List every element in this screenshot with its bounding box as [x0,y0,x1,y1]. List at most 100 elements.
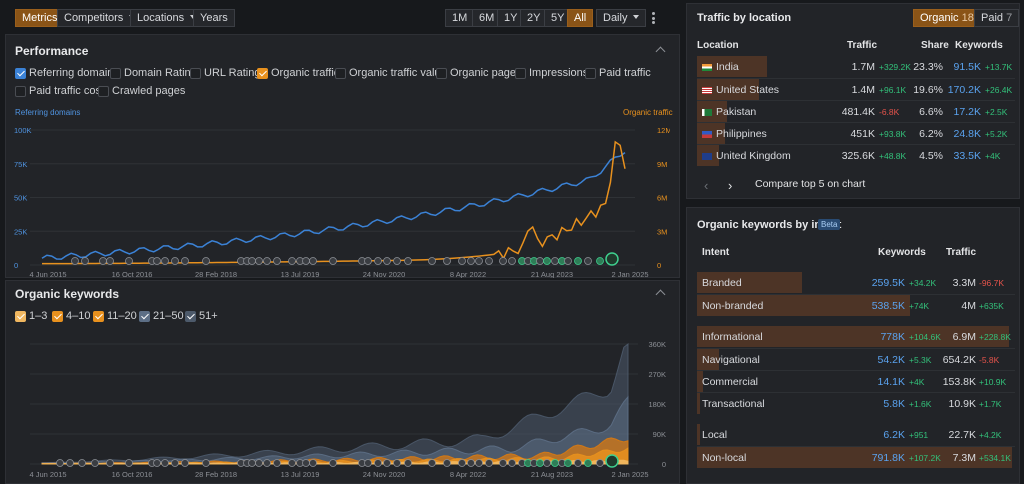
location-row[interactable]: United States 1.4M +96.1K 19.6% 170.2K +26.4K [697,78,1015,100]
checkbox-organic-traffic[interactable] [257,68,268,79]
share-value: 6.2% [919,128,943,140]
tab-locations[interactable]: Locations [130,9,204,27]
x-tick-label: 16 Oct 2016 [112,470,153,479]
tab-metrics[interactable]: Metrics [15,9,65,27]
position-checkbox-1[interactable] [15,311,26,322]
position-checkbox-2[interactable] [52,311,63,322]
checkbox-paid-traffic[interactable] [585,68,596,79]
intent-name: Informational [702,331,763,343]
checkbox-organic-pages[interactable] [436,68,447,79]
country-name: Philippines [716,128,767,140]
compare-top5-link[interactable]: Compare top 5 on chart [755,178,866,190]
traffic-delta: +96.1K [879,85,907,95]
intent-keywords[interactable]: 259.5K [871,277,905,289]
intent-keywords[interactable]: 538.5K [871,300,905,312]
location-row[interactable]: Philippines 451K +93.8K 6.2% 24.8K +5.2K [697,122,1015,144]
annotation-marker [508,459,516,467]
position-checkbox-4[interactable] [139,311,150,322]
intent-row[interactable]: Informational 778K +104.6K 6.9M +228.8K [697,326,1015,348]
annotation-marker [255,257,263,265]
location-row[interactable]: United Kingdom 325.6K +48.8K 4.5% 33.5K +4K [697,144,1015,166]
right-tick-label: 360K [648,340,666,349]
checkbox-label: Domain Rating [124,67,197,79]
keywords-value[interactable]: 170.2K [947,84,981,96]
intent-keywords-delta: +4K [909,377,925,387]
checkbox-paid-traffic-cost[interactable] [15,86,26,97]
location-row[interactable]: India 1.7M +329.2K 23.3% 91.5K +13.7K [697,56,1015,78]
intent-row[interactable]: Navigational 54.2K +5.3K 654.2K -5.8K [697,348,1015,370]
intent-traffic: 10.9K [948,398,976,410]
next-page-icon[interactable]: › [728,178,733,193]
checkbox-label: Organic traffic value [349,67,447,79]
intent-row[interactable]: Branded 259.5K +34.2K 3.3M -96.7K [697,272,1015,294]
right-tick-label: 0 [657,261,661,270]
prev-page-icon[interactable]: ‹ [704,178,709,193]
checkbox-crawled-pages[interactable] [98,86,109,97]
col-traffic: Traffic [847,40,878,51]
annotation-marker [181,459,189,467]
intent-keywords[interactable]: 14.1K [877,376,905,388]
intent-row[interactable]: Non-local 791.8K +107.2K 7.3M +534.1K [697,446,1015,468]
checkbox-referring-domains[interactable] [15,68,26,79]
annotation-marker [66,459,74,467]
annotation-marker [329,459,337,467]
tab-competitors[interactable]: Competitors [57,9,143,27]
tab-competitors-label: Competitors [64,12,124,24]
annotation-marker [536,257,544,265]
range-6m[interactable]: 6M [472,9,502,27]
intent-row[interactable]: Transactional 5.8K +1.6K 10.9K +1.7K [697,392,1015,414]
intent-row[interactable]: Local 6.2K +951 22.7K +4.2K [697,424,1015,446]
tab-years[interactable]: Years [193,9,235,27]
intent-keywords-delta: +1.6K [909,399,932,409]
annotation-marker [248,257,256,265]
intent-keywords[interactable]: 6.2K [883,429,905,441]
checkbox-organic-traffic-value[interactable] [335,68,346,79]
paid-toggle-label: Paid [981,12,1004,24]
traffic-delta: +48.8K [879,151,907,161]
position-label: 21–50 [153,310,184,322]
left-tick-label: 50K [14,194,27,203]
intent-keywords[interactable]: 791.8K [871,452,905,464]
intent-row[interactable]: Commercial 14.1K +4K 153.8K +10.9K [697,370,1015,392]
annotation-marker [584,459,592,467]
position-checkbox-5[interactable] [185,311,196,322]
annotation-marker [458,257,466,265]
range-1m[interactable]: 1M [445,9,475,27]
annotation-marker [543,257,551,265]
organic-keywords-chart[interactable]: 360K 270K 180K 90K 0 4 Jun 2015 16 Oct 2016 28 … [10,330,670,482]
annotation-marker [329,257,337,265]
annotation-marker [273,459,281,467]
x-tick-label: 13 Jul 2019 [281,270,320,278]
keywords-value[interactable]: 33.5K [953,150,981,162]
annotation-marker [543,459,551,467]
intent-share-bar [697,447,1012,468]
intent-traffic-delta: -5.8K [979,355,1000,365]
more-options-icon[interactable] [652,12,655,24]
intent-keywords[interactable]: 54.2K [877,354,905,366]
intent-row[interactable]: Non-branded 538.5K +74K 4M +635K [697,294,1015,316]
range-5y[interactable]: 5Y [544,9,572,27]
intent-keywords[interactable]: 778K [880,331,905,343]
checkbox-impressions[interactable] [515,68,526,79]
annotation-marker [383,459,391,467]
annotation-marker [71,257,79,265]
keywords-value[interactable]: 24.8K [953,128,981,140]
checkbox-label: Organic pages [450,67,522,79]
left-tick-label: 25K [14,227,27,236]
position-checkbox-3[interactable] [93,311,104,322]
checkbox-domain-rating[interactable] [110,68,121,79]
paid-toggle[interactable]: Paid 7 [974,9,1020,27]
location-row[interactable]: Pakistan 481.4K -6.8K 6.6% 17.2K +2.5K [697,100,1015,122]
checkbox-url-rating[interactable] [190,68,201,79]
intent-name: Commercial [702,376,759,388]
keywords-value[interactable]: 91.5K [953,61,981,73]
annotation-marker [428,459,436,467]
keywords-delta: +26.4K [985,85,1013,95]
annotation-marker [393,459,401,467]
performance-chart[interactable]: 100K 12M 75K 9M 50K 6M 25K 3M 0 0 4 Jun 2015 16 Oct… [10,118,670,278]
performance-title: Performance [15,44,89,58]
interval-select[interactable]: Daily [596,9,647,27]
intent-keywords[interactable]: 5.8K [883,398,905,410]
keywords-value[interactable]: 17.2K [953,106,981,118]
range-all[interactable]: All [567,9,594,27]
